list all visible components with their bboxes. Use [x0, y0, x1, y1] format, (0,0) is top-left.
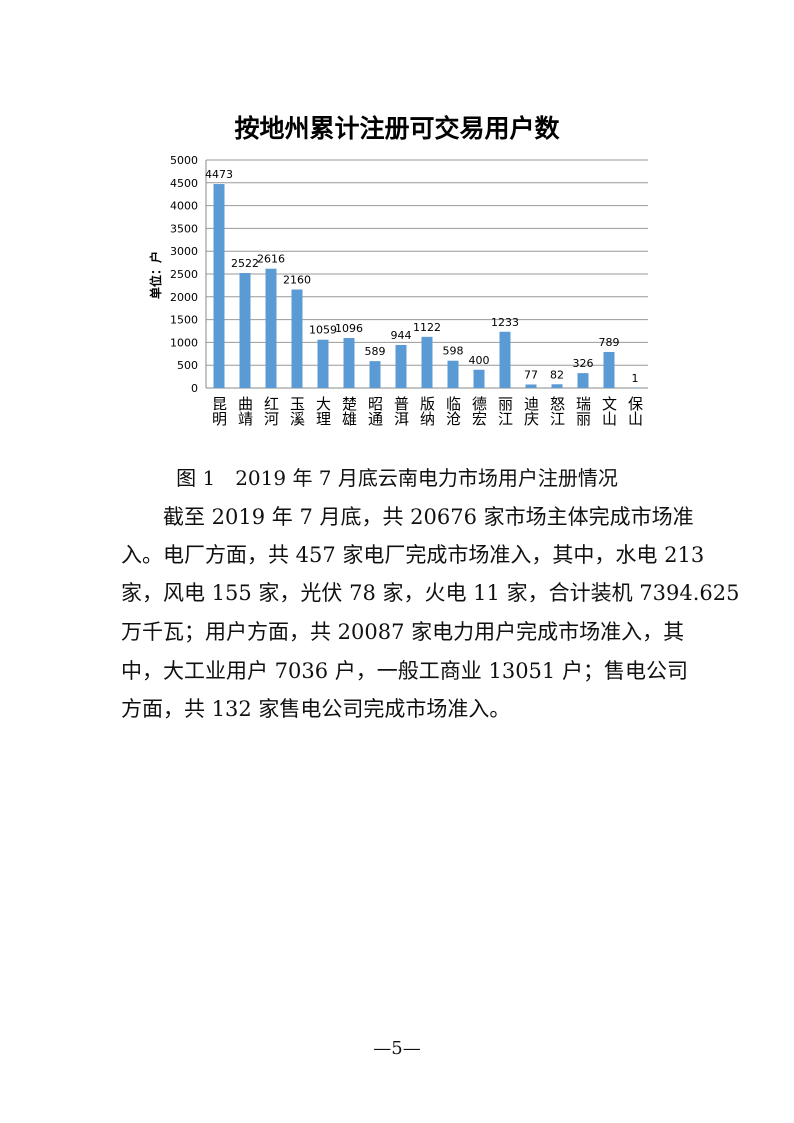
y-tick-label: 2000 [170, 291, 198, 304]
data-label: 82 [550, 368, 564, 381]
y-tick-label: 3000 [170, 245, 198, 258]
x-tick-label: 普洱 [392, 396, 410, 426]
bar [447, 360, 459, 388]
y-tick-label: 1000 [170, 336, 198, 349]
bar-chart: 按地州累计注册可交易用户数 单位：户 0 500 1000 1500 2000 2500 3… [148, 114, 648, 427]
y-tick-label: 3500 [170, 222, 198, 235]
paragraph-line: 入。电厂方面，共 457 家电厂完成市场准入，其中，水电 213 [121, 543, 705, 567]
bar [395, 344, 407, 388]
bar [291, 289, 303, 388]
data-label: 789 [599, 336, 620, 349]
bar [239, 272, 251, 388]
y-tick-label: 1500 [170, 314, 198, 327]
x-tick-label: 迪庆 [522, 396, 540, 426]
y-axis-label: 单位：户 [148, 251, 163, 299]
x-tick-label: 玉溪 [288, 396, 306, 426]
data-label: 2616 [257, 253, 285, 266]
bar [577, 373, 589, 388]
data-label: 1059 [309, 324, 337, 337]
page-number: —5— [373, 1038, 421, 1059]
data-label: 1096 [335, 322, 363, 335]
x-tick-label: 丽江 [496, 396, 514, 426]
bar [551, 384, 563, 388]
x-tick-label: 临沧 [444, 396, 462, 426]
data-label: 326 [573, 357, 594, 370]
data-label: 2522 [231, 257, 259, 270]
x-tick-label: 保山 [626, 396, 644, 426]
x-tick-label: 瑞丽 [574, 396, 592, 427]
data-label: 589 [365, 345, 386, 358]
data-label: 2160 [283, 274, 311, 287]
x-tick-label: 曲靖 [236, 396, 254, 426]
bar [499, 331, 511, 388]
paragraph-line: 中，大工业用户 7036 户，一般工商业 13051 户；售电公司 [121, 659, 688, 683]
x-tick-label: 楚雄 [340, 396, 358, 426]
y-tick-label: 500 [177, 359, 198, 372]
y-tick-label: 5000 [170, 154, 198, 167]
bar [343, 338, 355, 388]
data-label: 400 [469, 354, 490, 367]
y-tick-label: 2500 [170, 268, 198, 281]
x-tick-label: 版纳 [418, 396, 436, 427]
bar [317, 339, 329, 388]
paragraph-line: 家，风电 155 家，光伏 78 家，火电 11 家，合计装机 7394.625 [121, 581, 740, 605]
x-tick-label: 怒江 [548, 396, 566, 426]
y-tick-label: 0 [191, 382, 198, 395]
bar [421, 336, 433, 388]
x-tick-label: 大理 [314, 396, 332, 426]
bar [603, 352, 615, 388]
paragraph-line: 万千瓦；用户方面，共 20087 家电力用户完成市场准入，其 [121, 620, 685, 644]
bar [369, 361, 381, 388]
paragraph-line: 截至 2019 年 7 月底，共 20676 家市场主体完成市场准 [163, 505, 694, 529]
data-label: 77 [524, 368, 538, 381]
x-tick-label: 昆明 [210, 396, 228, 427]
bar [473, 369, 485, 388]
data-label: 944 [391, 329, 412, 342]
paragraph-line: 方面，共 132 家售电公司完成市场准入。 [121, 697, 511, 721]
figure-caption: 图 1 2019 年 7 月底云南电力市场用户注册情况 [176, 466, 618, 490]
bar [525, 384, 537, 388]
bar [629, 387, 641, 389]
data-label: 1 [632, 372, 639, 385]
data-label: 1233 [491, 316, 519, 329]
bar [265, 268, 277, 388]
y-tick-label: 4000 [170, 200, 198, 213]
data-label: 4473 [205, 168, 233, 181]
chart-title: 按地州累计注册可交易用户数 [234, 114, 560, 143]
data-label: 598 [443, 345, 464, 358]
x-tick-label: 昭通 [366, 396, 384, 426]
bar [213, 184, 225, 388]
x-tick-label: 德宏 [470, 395, 488, 426]
data-label: 1122 [413, 321, 441, 334]
x-tick-label: 文山 [600, 396, 618, 426]
y-tick-label: 4500 [170, 177, 198, 190]
x-tick-label: 红河 [262, 396, 280, 426]
